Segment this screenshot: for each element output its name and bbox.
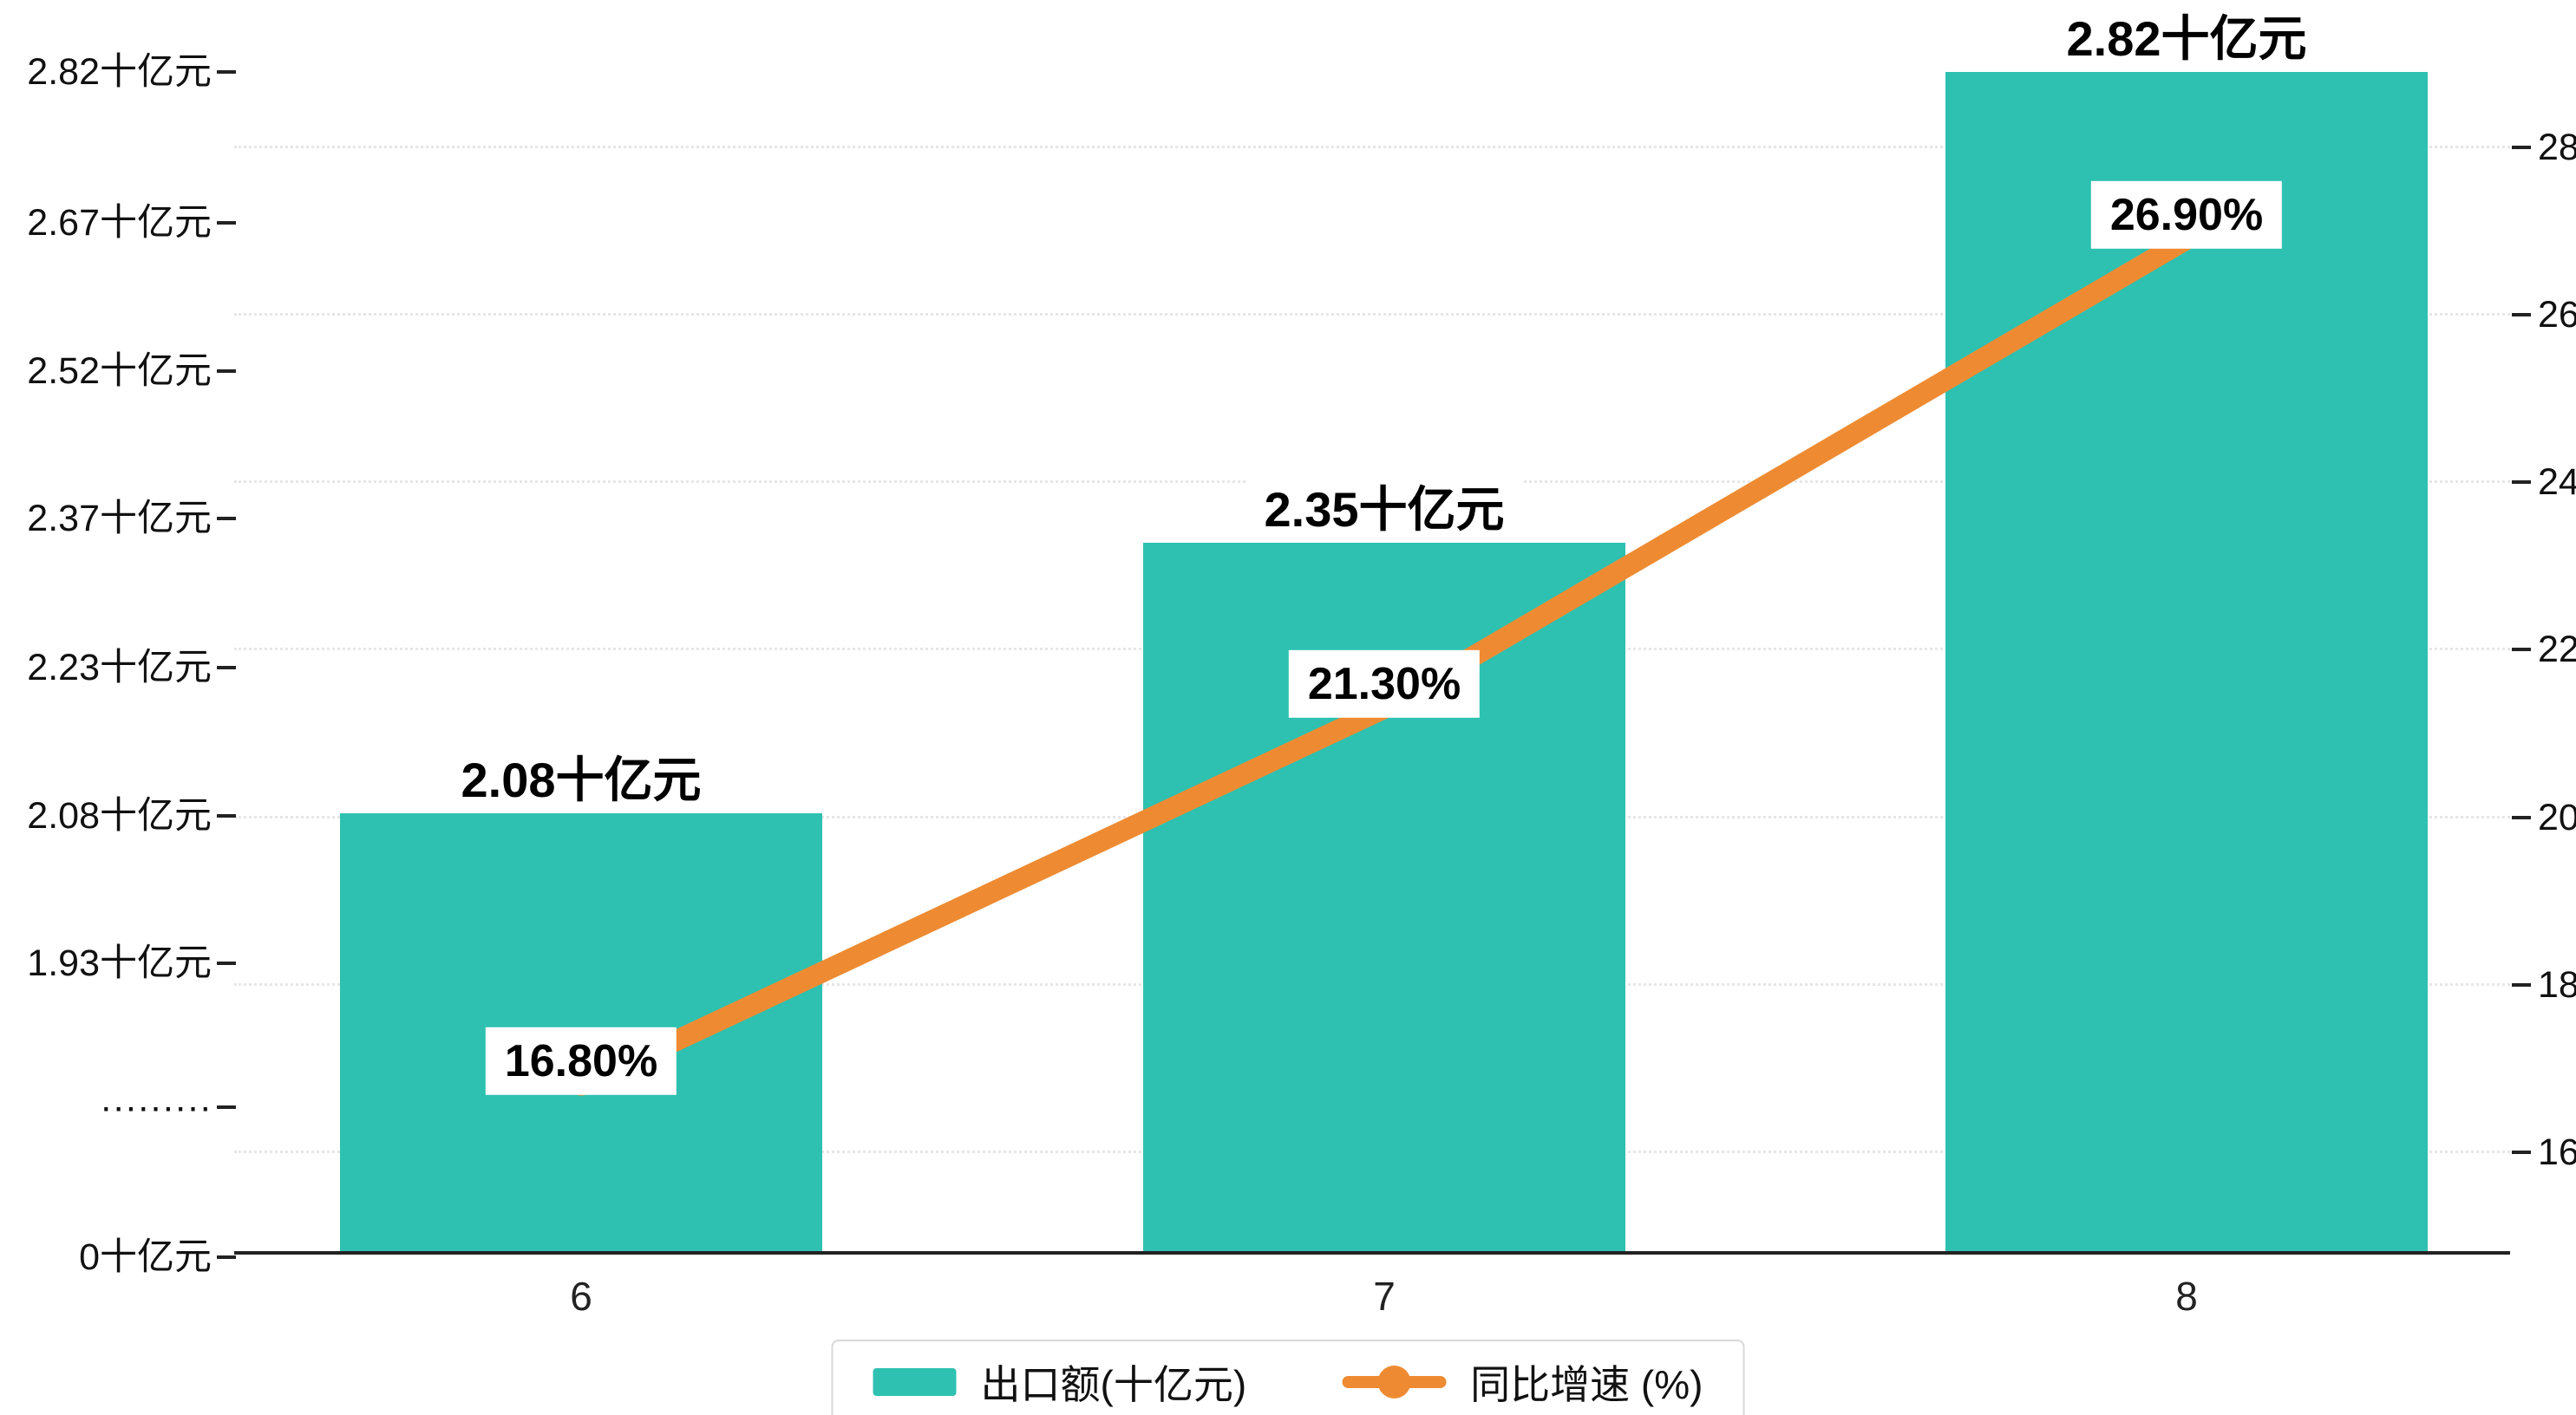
growth-value-label: 26.90% <box>2090 180 2283 250</box>
left-axis-tick-mark <box>217 666 236 669</box>
legend-line-swatch <box>1342 1366 1447 1399</box>
left-axis-tick-label: 2.23十亿元 <box>27 647 212 688</box>
left-axis-tick-mark <box>217 814 236 818</box>
bar-value-label: 2.82十亿元 <box>2049 5 2324 72</box>
right-axis-tick-label: 28 <box>2538 126 2576 168</box>
legend-bar-label: 出口额(十亿元) <box>980 1362 1247 1407</box>
x-axis-label: 6 <box>570 1274 592 1319</box>
right-axis-tick-label: 22 <box>2538 629 2576 671</box>
left-axis-tick-mark <box>217 517 236 520</box>
right-axis-tick-mark <box>2512 648 2531 652</box>
growth-value-label: 21.30% <box>1288 649 1481 719</box>
right-axis-tick-mark <box>2512 145 2531 149</box>
left-axis-tick-label: 2.82十亿元 <box>27 51 212 93</box>
left-axis-tick-label: 1.93十亿元 <box>27 942 212 984</box>
right-axis-tick-mark <box>2512 480 2531 485</box>
legend-item-growth: 同比增速 (%) <box>1342 1353 1703 1411</box>
left-axis-tick-mark <box>217 962 236 965</box>
legend: 出口额(十亿元) 同比增速 (%) <box>831 1340 1745 1415</box>
bar-value-label: 2.35十亿元 <box>1246 476 1522 543</box>
bar-value-label: 2.08十亿元 <box>443 747 719 812</box>
export-bar <box>1143 542 1625 1251</box>
legend-line-dot <box>1377 1366 1411 1399</box>
left-axis-tick-label: 0十亿元 <box>79 1236 212 1278</box>
right-axis-tick-label: 18 <box>2538 963 2576 1006</box>
left-axis-tick-label: 2.08十亿元 <box>27 795 212 837</box>
left-axis-tick-mark <box>217 1255 236 1259</box>
left-axis-tick-mark <box>217 70 236 74</box>
left-axis-tick-label: 2.52十亿元 <box>27 350 212 392</box>
right-axis-tick-label: 20 <box>2538 796 2576 838</box>
legend-item-export: 出口额(十亿元) <box>873 1353 1247 1411</box>
left-axis-tick-mark <box>217 1105 236 1109</box>
right-axis-tick-mark <box>2512 982 2531 987</box>
x-axis-label: 8 <box>2175 1274 2198 1319</box>
legend-bar-swatch <box>873 1368 957 1396</box>
left-axis-tick-label: ········· <box>100 1086 212 1128</box>
h-gridline <box>234 145 2510 148</box>
legend-line-label: 同比增速 (%) <box>1470 1362 1703 1407</box>
left-axis-tick-label: 2.37十亿元 <box>27 498 212 539</box>
right-axis-tick-label: 24 <box>2538 461 2576 504</box>
right-axis-tick-mark <box>2512 815 2531 819</box>
left-axis-tick-mark <box>217 369 236 373</box>
left-axis-tick-label: 2.67十亿元 <box>27 202 212 244</box>
right-axis-tick-mark <box>2512 313 2531 316</box>
left-axis-tick-mark <box>217 221 236 225</box>
growth-value-label: 16.80% <box>485 1027 677 1095</box>
right-axis-tick-label: 26 <box>2538 294 2576 336</box>
right-axis-tick-mark <box>2512 1151 2531 1154</box>
x-axis-label: 7 <box>1373 1274 1396 1319</box>
x-axis-line <box>234 1251 2510 1255</box>
right-axis-tick-label: 16 <box>2538 1131 2576 1173</box>
